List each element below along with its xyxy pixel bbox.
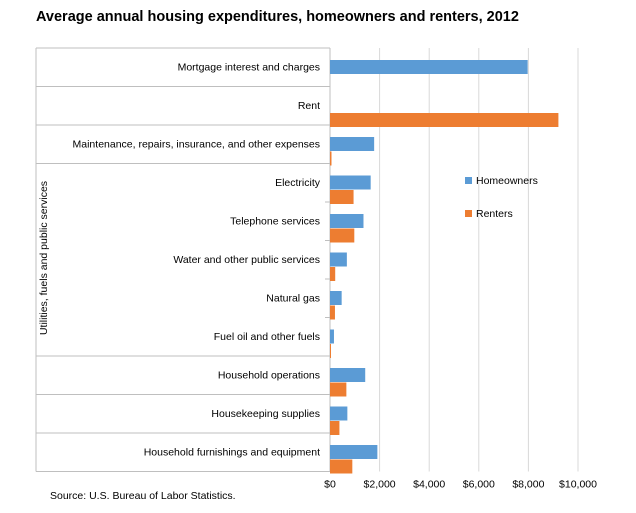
renters-bar (330, 382, 347, 397)
category-label: Electricity (275, 177, 321, 189)
renters-bar (330, 113, 559, 127)
homeowners-bar (330, 214, 364, 228)
x-tick-label: $6,000 (463, 479, 495, 491)
homeowners-bar (330, 291, 342, 305)
legend: Homeowners Renters (465, 175, 538, 220)
category-label: Rent (298, 100, 320, 112)
category-label: Housekeeping supplies (211, 408, 320, 420)
category-label: Maintenance, repairs, insurance, and oth… (73, 138, 320, 150)
category-label: Natural gas (266, 292, 320, 304)
renters-bar (330, 190, 354, 204)
homeowners-bar (330, 445, 378, 459)
x-tick-label: $10,000 (559, 479, 597, 491)
x-tick-label: $4,000 (413, 479, 445, 491)
homeowners-bar (330, 329, 334, 344)
homeowners-bar (330, 60, 528, 74)
legend-label: Renters (476, 208, 513, 220)
category-label: Mortgage interest and charges (178, 61, 320, 73)
x-axis-ticks: $0 $2,000 $4,000 $6,000 $8,000 $10,000 (324, 479, 597, 491)
renters-bar (330, 305, 335, 320)
category-label: Fuel oil and other fuels (214, 331, 320, 343)
homeowners-bar (330, 137, 375, 151)
legend-swatch (465, 177, 472, 184)
renters-bar (330, 459, 353, 474)
legend-label: Homeowners (476, 175, 538, 187)
homeowners-bar (330, 368, 366, 382)
legend-swatch (465, 210, 472, 217)
renters-bar (330, 267, 336, 281)
renters-bar (330, 151, 332, 166)
category-labels: Mortgage interest and charges Rent Mainten… (73, 61, 321, 458)
category-axis (35, 47, 331, 472)
category-label: Household furnishings and equipment (144, 446, 320, 458)
gridlines (379, 48, 579, 472)
category-label: Household operations (218, 369, 320, 381)
homeowners-bar (330, 175, 371, 190)
x-tick-label: $0 (324, 479, 336, 491)
source-note: Source: U.S. Bureau of Labor Statistics. (50, 490, 236, 502)
chart-title: Average annual housing expenditures, hom… (36, 9, 519, 25)
renters-bar (330, 228, 355, 243)
homeowners-bar (330, 406, 348, 421)
renters-bar (330, 421, 340, 435)
group-label: Utilities, fuels and public services (38, 181, 50, 335)
x-tick-label: $2,000 (364, 479, 396, 491)
category-label: Water and other public services (173, 254, 320, 266)
renters-bar (330, 344, 331, 358)
homeowners-bar (330, 252, 347, 267)
bars (330, 60, 559, 474)
x-tick-label: $8,000 (512, 479, 544, 491)
category-label: Telephone services (230, 215, 320, 227)
